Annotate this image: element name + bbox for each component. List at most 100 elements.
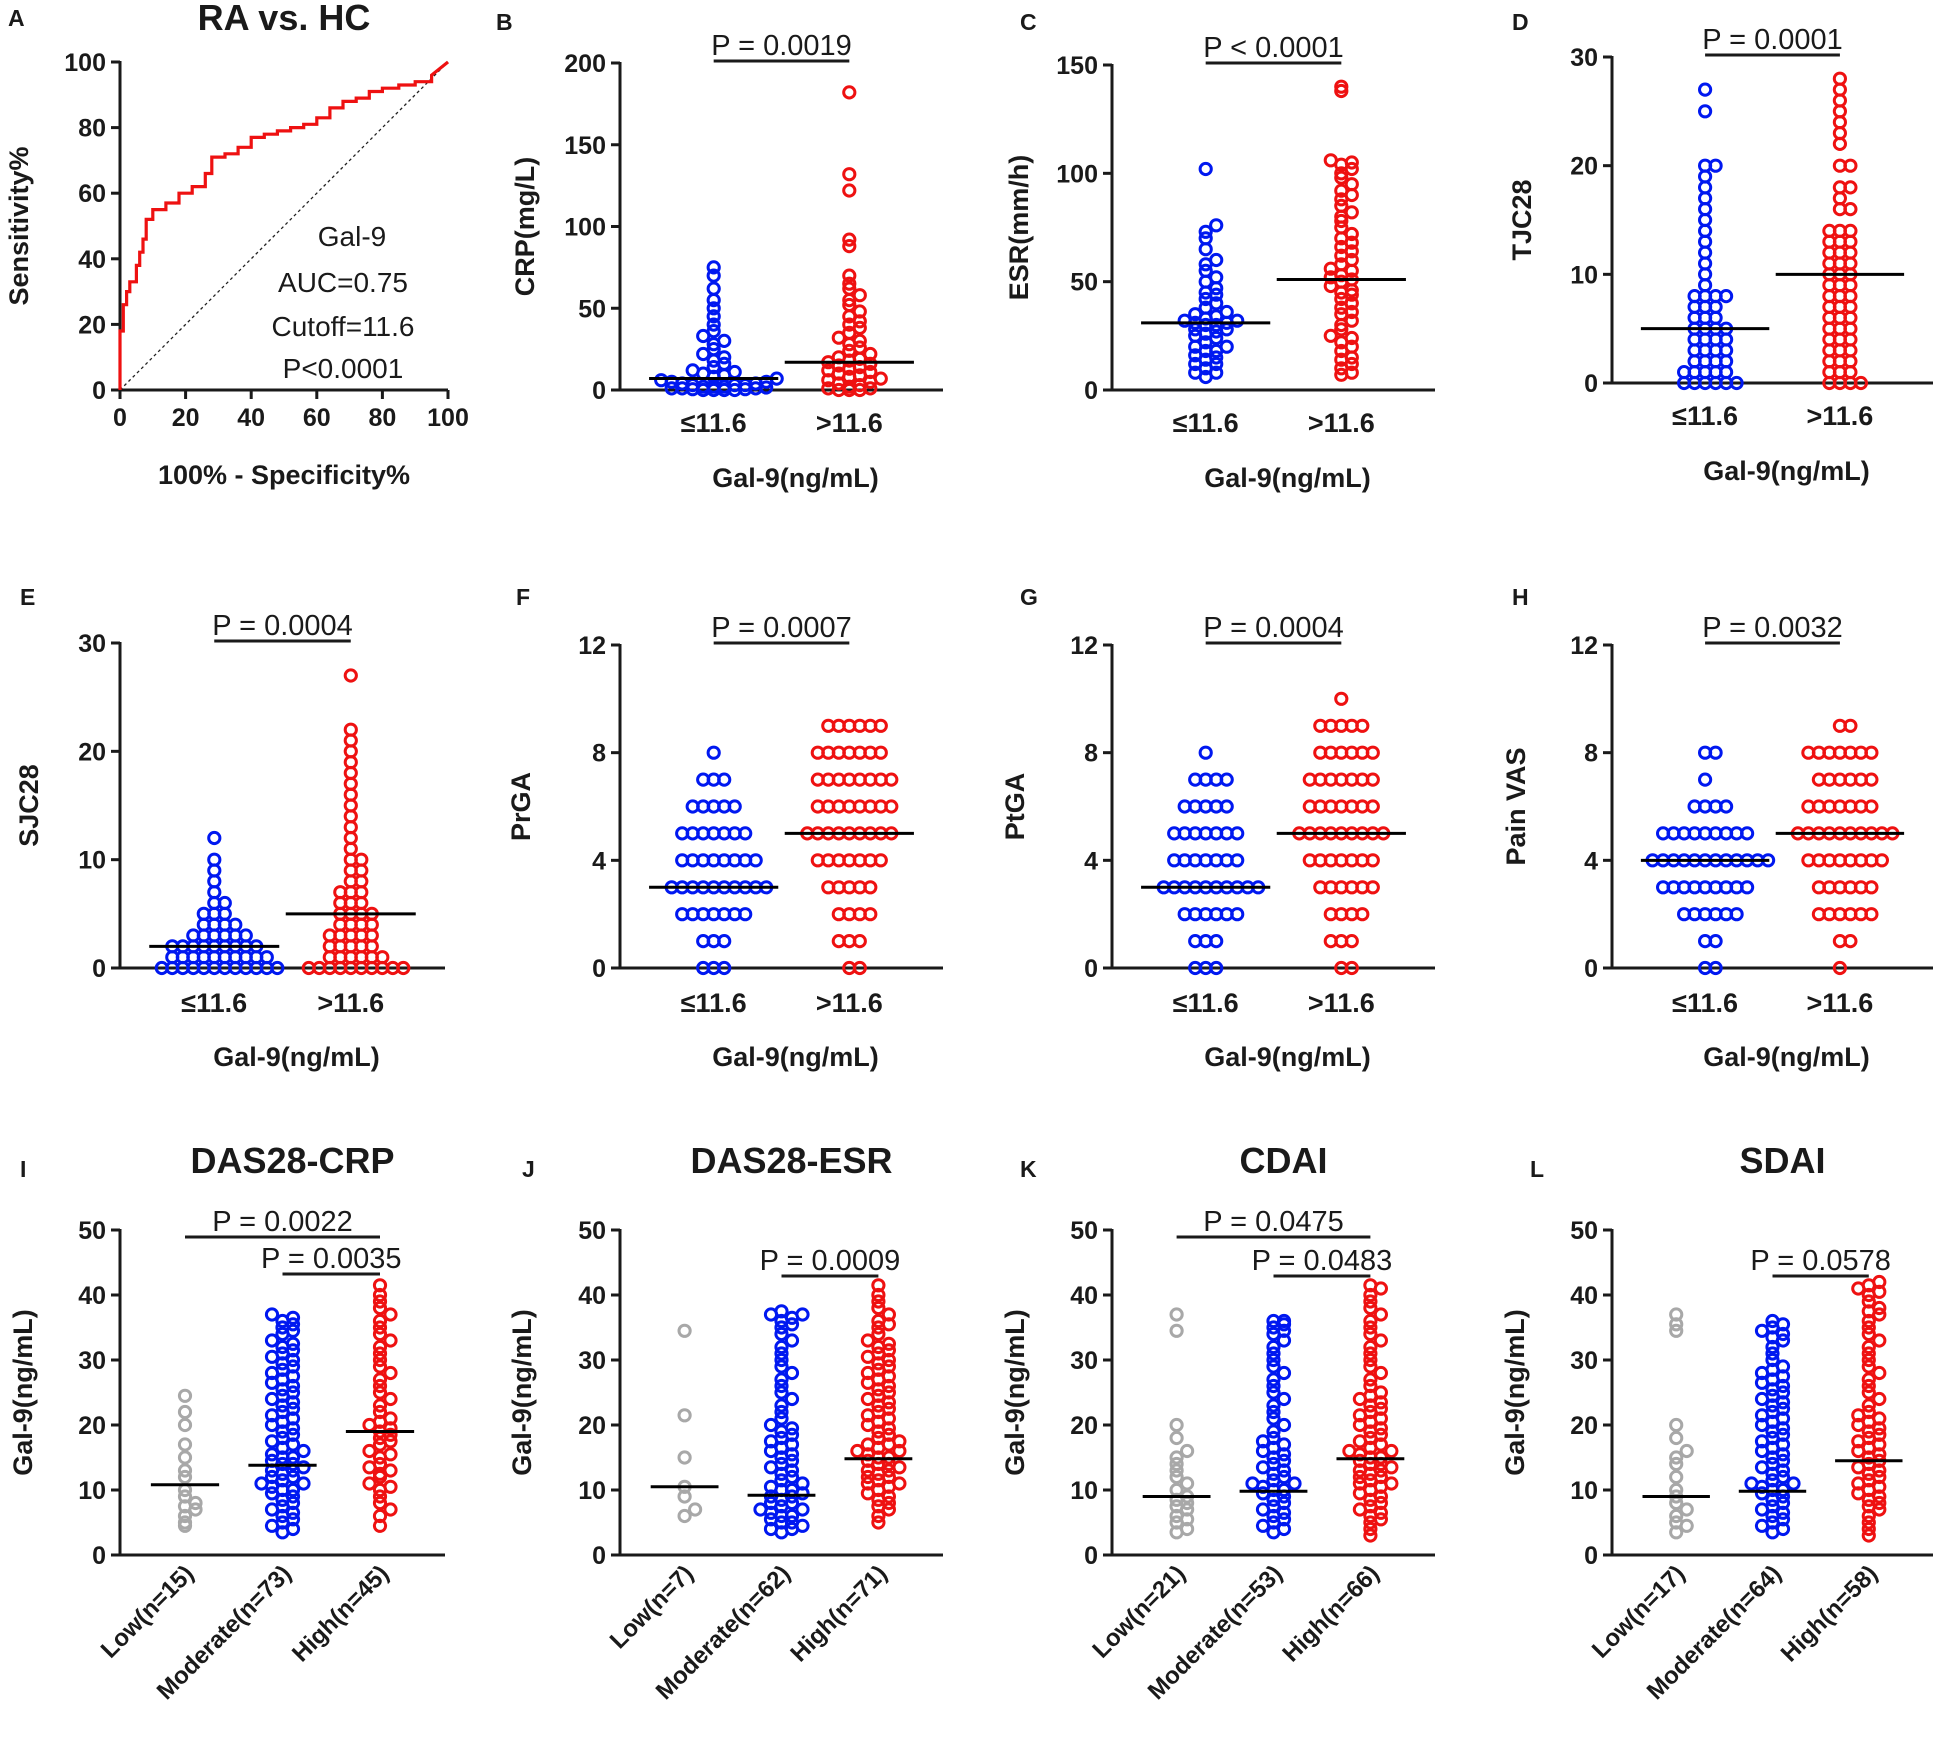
- data-point: [1177, 907, 1192, 922]
- panel-label: E: [20, 584, 35, 610]
- data-point: [1740, 880, 1755, 895]
- data-point: [1669, 1307, 1684, 1322]
- data-point: [372, 1359, 388, 1374]
- data-point: [1872, 1489, 1887, 1504]
- x-category-label: ≤11.6: [1672, 401, 1738, 431]
- y-tick-label: 0: [1584, 370, 1598, 398]
- data-point: [677, 1450, 692, 1465]
- data-point: [1287, 1476, 1302, 1491]
- y-tick-label: 10: [1570, 261, 1598, 289]
- axes: 0 10 20 30 40 50: [1570, 1217, 1933, 1570]
- data-point: [738, 826, 753, 841]
- data-point: [1861, 1515, 1876, 1530]
- axes: 0 10 20 30 40 50: [1070, 1217, 1435, 1570]
- group-2: [1738, 1313, 1807, 1540]
- data-point: [285, 1378, 301, 1394]
- x-category-label: >11.6: [1308, 408, 1375, 438]
- y-tick-label: 50: [1570, 1217, 1598, 1245]
- data-point: [654, 373, 669, 388]
- data-point: [1230, 313, 1245, 328]
- data-point: [1373, 1411, 1389, 1426]
- data-point: [842, 85, 857, 100]
- data-point: [881, 1378, 897, 1394]
- data-point: [677, 1508, 692, 1524]
- data-point: [1384, 1476, 1399, 1491]
- data-point: [852, 934, 867, 949]
- y-tick-label: 200: [564, 50, 606, 78]
- data-point: [763, 1479, 779, 1494]
- data-point: [1355, 907, 1370, 922]
- y-axis-label: Gal-9(ng/mL): [1000, 1309, 1030, 1476]
- roc-annotation: AUC=0.75: [278, 267, 408, 298]
- y-tick-label: 30: [1570, 1347, 1598, 1375]
- data-point: [1188, 307, 1203, 322]
- y-tick-label: 12: [578, 632, 606, 660]
- data-point: [372, 1320, 388, 1335]
- data-point: [892, 1434, 907, 1449]
- data-point: [1775, 1378, 1791, 1394]
- data-point: [852, 960, 867, 976]
- data-point: [860, 1333, 876, 1348]
- data-point: [1832, 960, 1848, 976]
- y-axis-label: ESR(mm/h): [1004, 155, 1034, 301]
- y-axis-label: PtGA: [1000, 773, 1030, 841]
- data-point: [810, 745, 825, 760]
- data-point: [685, 363, 700, 378]
- group-3: [345, 1278, 415, 1533]
- data-point: [884, 799, 899, 814]
- data-point: [871, 1515, 886, 1530]
- data-point: [1843, 223, 1858, 238]
- panel-h: H 0 4 8 12 Pain VAS ≤11.6 >11.6 Gal-9(ng/mL) P = …: [1501, 584, 1933, 1072]
- group-1: [1142, 1307, 1211, 1540]
- data-point: [1313, 880, 1328, 895]
- y-tick-label: 4: [1584, 847, 1598, 875]
- data-point: [383, 1307, 398, 1322]
- data-point: [354, 852, 369, 867]
- data-point: [784, 1515, 800, 1530]
- panel-label: B: [496, 9, 513, 35]
- x-axis-label: Gal-9(ng/mL): [712, 1042, 879, 1072]
- data-point: [285, 1489, 301, 1504]
- data-point: [1872, 1300, 1887, 1316]
- data-point: [372, 1352, 388, 1368]
- data-point: [1363, 1300, 1378, 1316]
- y-axis-label: Gal-9(ng/mL): [8, 1309, 38, 1476]
- data-point: [784, 1333, 800, 1348]
- y-tick-label: 12: [1570, 632, 1598, 660]
- x-category-label: ≤11.6: [1173, 988, 1239, 1018]
- data-point: [1822, 223, 1837, 238]
- data-point: [1266, 1339, 1281, 1355]
- axes: 0 4 8 12: [1070, 632, 1435, 983]
- data-point: [884, 772, 899, 787]
- data-point: [1344, 226, 1359, 242]
- data-point: [1323, 934, 1338, 949]
- panel-label: L: [1530, 1156, 1544, 1182]
- chart-title: RA vs. HC: [198, 0, 371, 38]
- data-point: [1373, 1437, 1389, 1452]
- data-point: [706, 260, 721, 275]
- x-tick-label: 40: [237, 404, 265, 432]
- x-category-label: Low(n=21): [1087, 1560, 1190, 1663]
- data-point: [383, 1447, 398, 1462]
- data-point: [301, 960, 316, 976]
- data-point: [383, 1479, 398, 1494]
- panel-i: I 0 10 20 30 40 50 Gal-9(ng/mL) DAS28-CRP Low(n=1…: [8, 1140, 445, 1705]
- data-point: [1365, 799, 1380, 814]
- group-1: [149, 830, 285, 976]
- data-point: [1373, 1489, 1389, 1504]
- data-point: [1861, 1313, 1876, 1329]
- data-point: [177, 1508, 193, 1524]
- y-tick-label: 40: [1070, 1282, 1098, 1310]
- data-point: [383, 1365, 398, 1381]
- data-point: [1801, 745, 1816, 760]
- x-category-label: High(n=66): [1277, 1560, 1384, 1667]
- data-point: [842, 281, 857, 296]
- group-2: [1276, 79, 1406, 382]
- x-axis-label: Gal-9(ng/mL): [1703, 1042, 1870, 1072]
- data-point: [285, 1521, 301, 1537]
- data-point: [1230, 826, 1245, 841]
- data-point: [1698, 104, 1713, 119]
- data-point: [1861, 1385, 1876, 1400]
- y-tick-label: 0: [1584, 1542, 1598, 1570]
- group-1: [649, 260, 784, 398]
